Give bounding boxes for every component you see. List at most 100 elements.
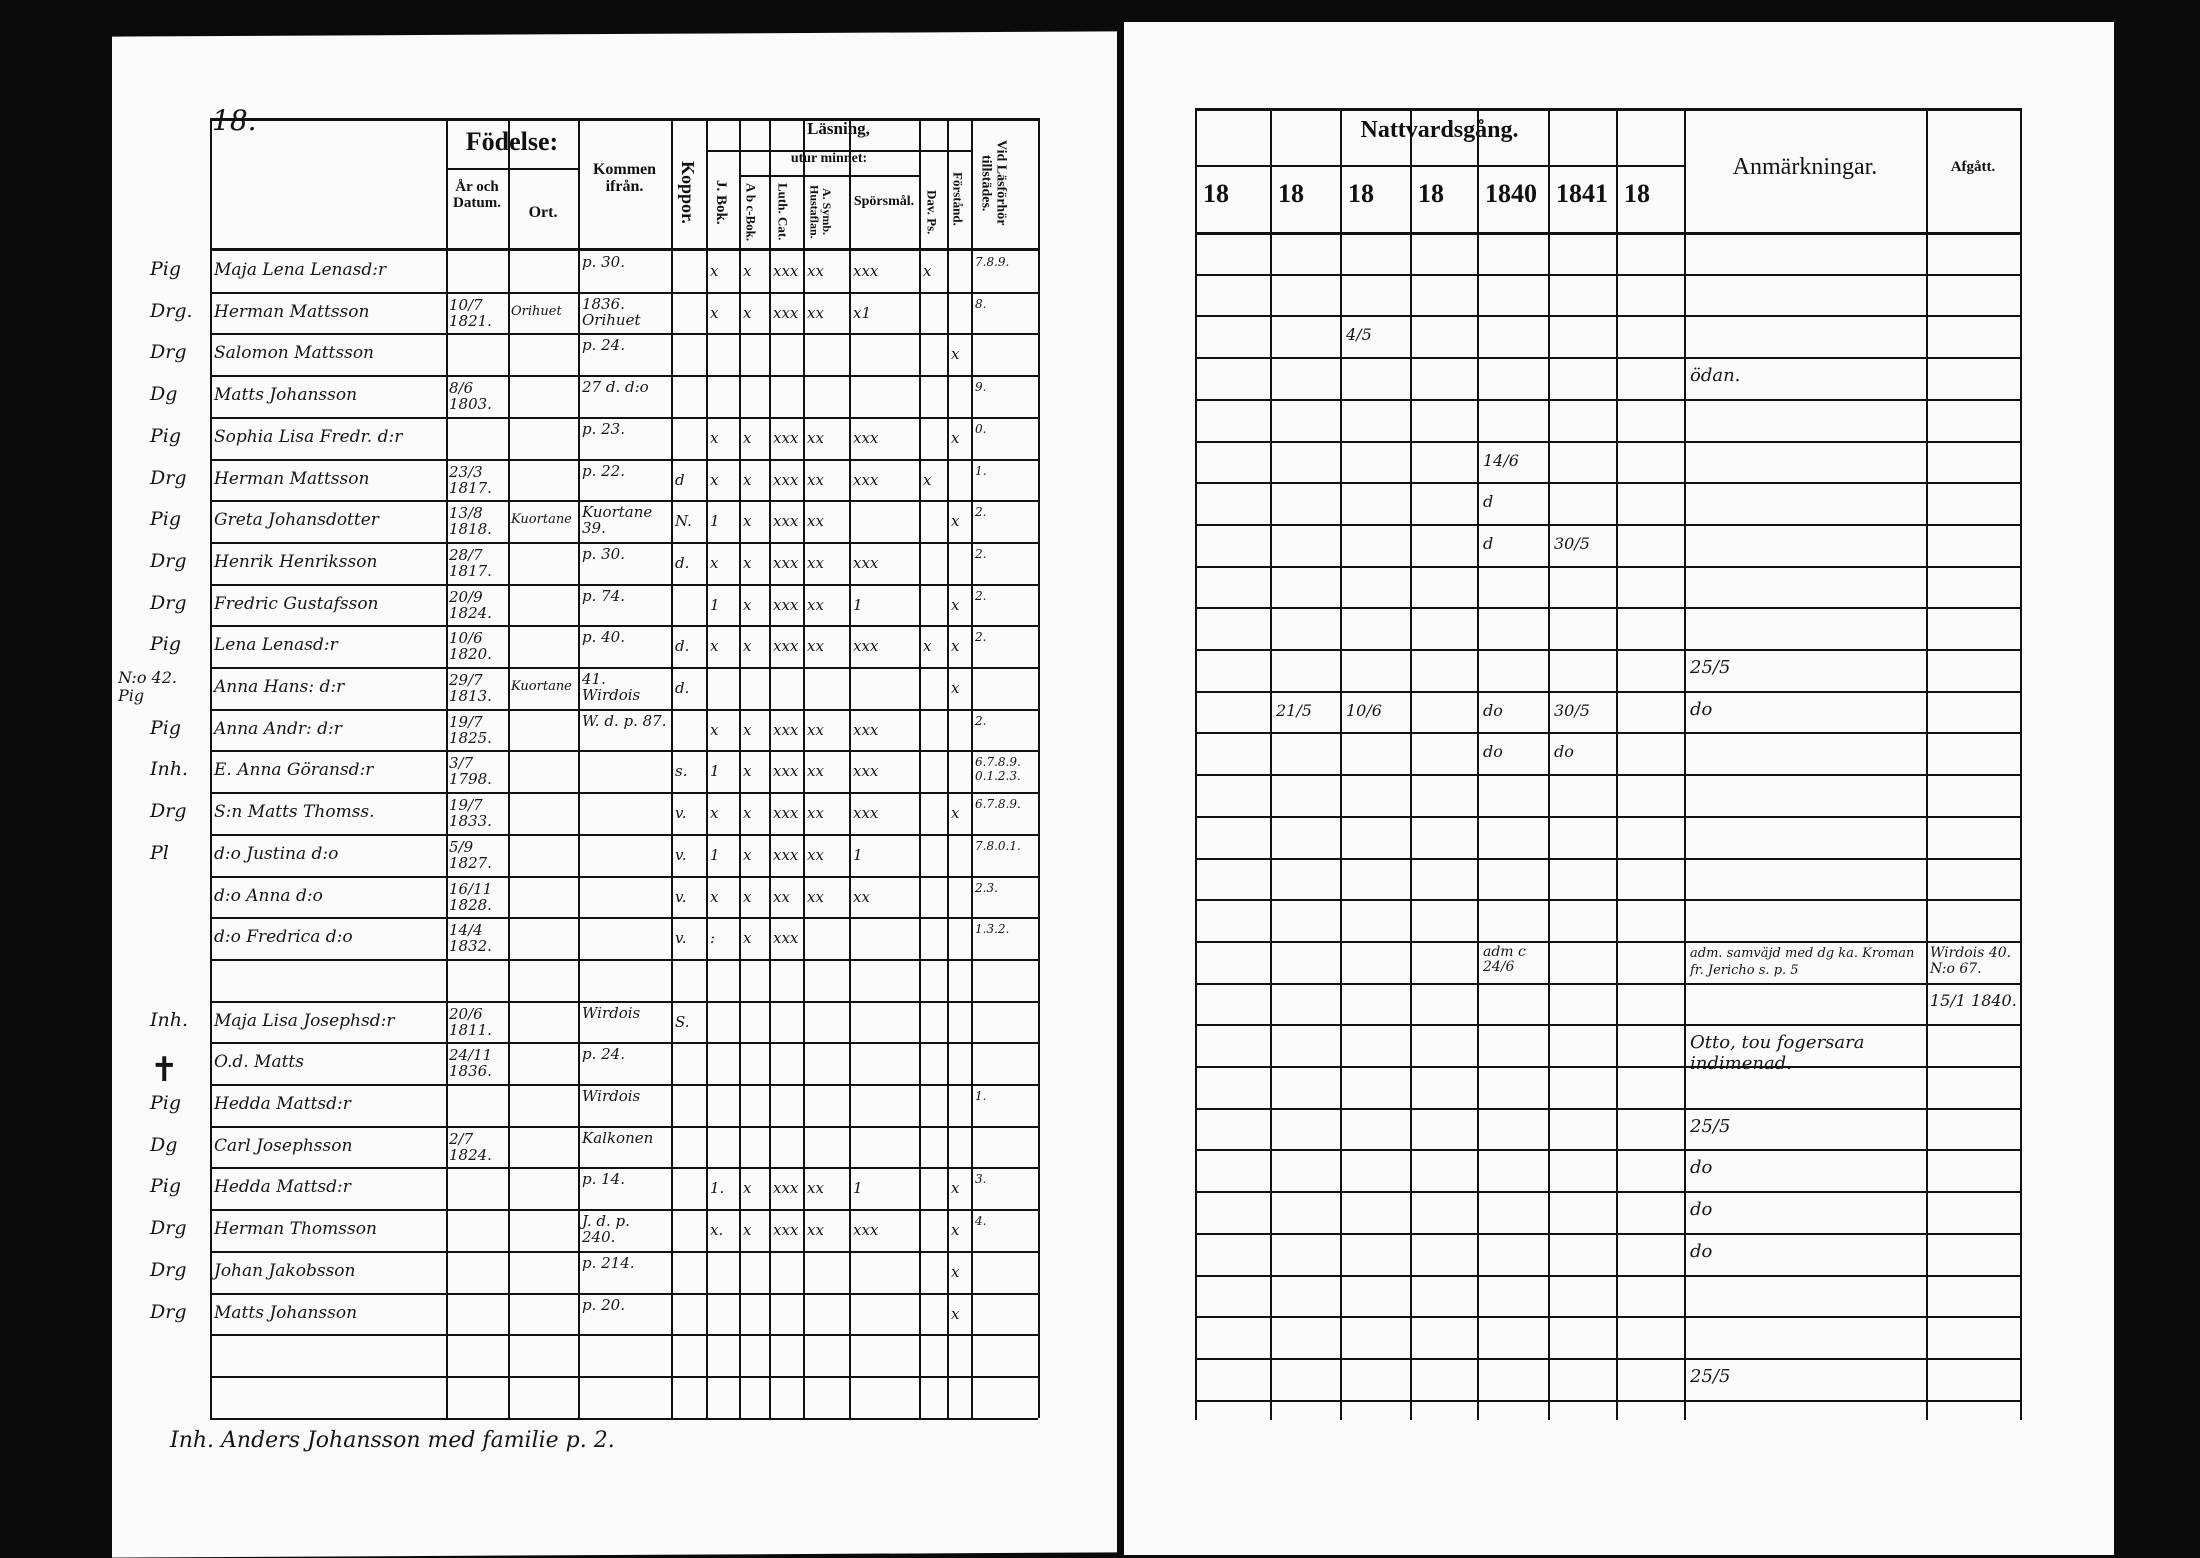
came-from: 1836. Orihuet	[582, 294, 641, 329]
remark: ödan.	[1690, 365, 1741, 387]
communion-entry: adm c 24/6	[1483, 943, 1526, 975]
rule-line	[1038, 118, 1040, 1418]
reading-mark: 1	[710, 845, 720, 864]
person-name: Salomon Mattsson	[214, 343, 374, 364]
header-departed: Afgått.	[1950, 159, 1996, 175]
rule-line	[1195, 565, 2020, 568]
reading-mark: x	[951, 804, 960, 823]
rule-line	[210, 541, 1038, 544]
margin-note: Pig	[150, 258, 182, 280]
reading-mark: x	[923, 262, 932, 280]
birth-date: 13/8 1818.	[449, 504, 492, 539]
rule-line	[1195, 1357, 2020, 1360]
came-from: p. 74.	[582, 586, 625, 605]
rule-line	[1195, 440, 2020, 443]
reading-mark: x	[951, 1262, 960, 1281]
rule-line	[1195, 357, 2020, 360]
reading-mark: x	[743, 553, 752, 572]
reading-mark: 3.	[975, 1172, 987, 1187]
reading-mark: 1.3.2.	[975, 922, 1010, 937]
margin-note: Drg	[150, 591, 187, 614]
reading-mark: xxx	[773, 1179, 799, 1198]
reading-mark: N.	[675, 512, 692, 531]
person-name: Anna Andr: d:r	[214, 718, 342, 739]
person-name: d:o Anna d:o	[214, 885, 323, 906]
rule-line	[210, 458, 1038, 461]
reading-mark: xxx	[853, 1221, 879, 1240]
reading-mark: v.	[675, 887, 687, 906]
reading-mark: x	[710, 887, 719, 906]
reading-mark: x	[710, 428, 719, 447]
header-luth: Luth. Cat.	[775, 183, 791, 241]
came-from: J. d. p. 240.	[582, 1212, 630, 1247]
header-place: Ort.	[528, 204, 558, 221]
margin-note: Drg	[150, 1217, 187, 1240]
rule-line	[706, 150, 971, 152]
reading-mark: 6.7.8.9.	[975, 797, 1021, 812]
birth-date: 2/7 1824.	[449, 1129, 492, 1164]
reading-mark: x	[743, 512, 752, 531]
rule-line	[1195, 273, 2020, 276]
margin-note: Dg	[150, 1133, 178, 1156]
rule-line	[210, 416, 1038, 419]
margin-note: Pig	[150, 633, 182, 656]
came-from: p. 214.	[582, 1253, 635, 1272]
reading-mark: s.	[675, 762, 688, 781]
rule-line	[1195, 607, 2020, 610]
reading-mark: x	[743, 720, 752, 739]
remark: 25/5	[1690, 657, 1731, 678]
birth-date: 5/9 1827.	[449, 837, 492, 872]
reading-mark: xx	[807, 845, 824, 864]
rule-line	[849, 118, 851, 1418]
rule-line	[210, 375, 1038, 378]
rule-line	[446, 118, 448, 1418]
margin-note: Drg	[150, 466, 187, 489]
birth-date: 10/6 1820.	[449, 629, 492, 664]
reading-mark: x	[743, 887, 752, 906]
reading-mark: xxx	[853, 470, 879, 489]
reading-mark: xx	[807, 553, 824, 572]
person-name: Herman Thomsson	[214, 1219, 377, 1240]
rule-line	[210, 708, 1038, 711]
communion-entry: do	[1554, 742, 1574, 762]
reading-mark: 1	[853, 1179, 863, 1198]
right-page	[1124, 22, 2114, 1555]
header-year: 18	[1418, 179, 1444, 208]
came-from: 41. Wirdois	[582, 670, 641, 704]
rule-line	[210, 667, 1038, 669]
person-name: Carl Josephsson	[214, 1135, 353, 1156]
rule-line	[803, 118, 805, 1418]
reading-mark: 2.3.	[975, 880, 998, 895]
reading-mark: v.	[675, 929, 687, 948]
header-birth: Födelse:	[465, 127, 559, 156]
header-year: 18	[1203, 179, 1229, 208]
communion-entry: 10/6	[1346, 700, 1382, 720]
rule-line	[508, 118, 510, 1418]
reading-mark: x	[951, 679, 960, 697]
reading-mark: xxx	[853, 720, 879, 739]
remark: do	[1690, 1240, 1713, 1262]
rule-line	[1195, 1399, 2020, 1402]
reading-mark: x	[743, 637, 752, 656]
reading-mark: 8.	[975, 296, 987, 311]
reading-mark: xxx	[853, 262, 879, 280]
reading-mark: xxx	[773, 512, 799, 531]
reading-mark: x	[743, 929, 752, 948]
reading-mark: v.	[675, 845, 687, 864]
reading-mark: xxx	[773, 595, 799, 614]
came-from: p. 20.	[582, 1295, 625, 1314]
person-name: Sophia Lisa Fredr. d:r	[214, 426, 403, 447]
header-year: 18	[1278, 179, 1304, 208]
margin-note: Drg	[150, 1258, 187, 1281]
rule-line	[210, 1375, 1038, 1378]
reading-mark: x	[743, 470, 752, 489]
rule-line	[1195, 482, 2020, 485]
reading-mark: xx	[807, 637, 824, 656]
remark: adm. samväjd med dg ka. Kroman fr. Jeric…	[1690, 945, 1915, 978]
rule-line	[210, 1125, 1038, 1128]
reading-mark: x	[710, 804, 719, 823]
communion-entry: do	[1483, 700, 1503, 720]
rule-line	[210, 1292, 1038, 1295]
reading-mark: x	[743, 1179, 752, 1198]
rule-line	[1195, 690, 2020, 693]
